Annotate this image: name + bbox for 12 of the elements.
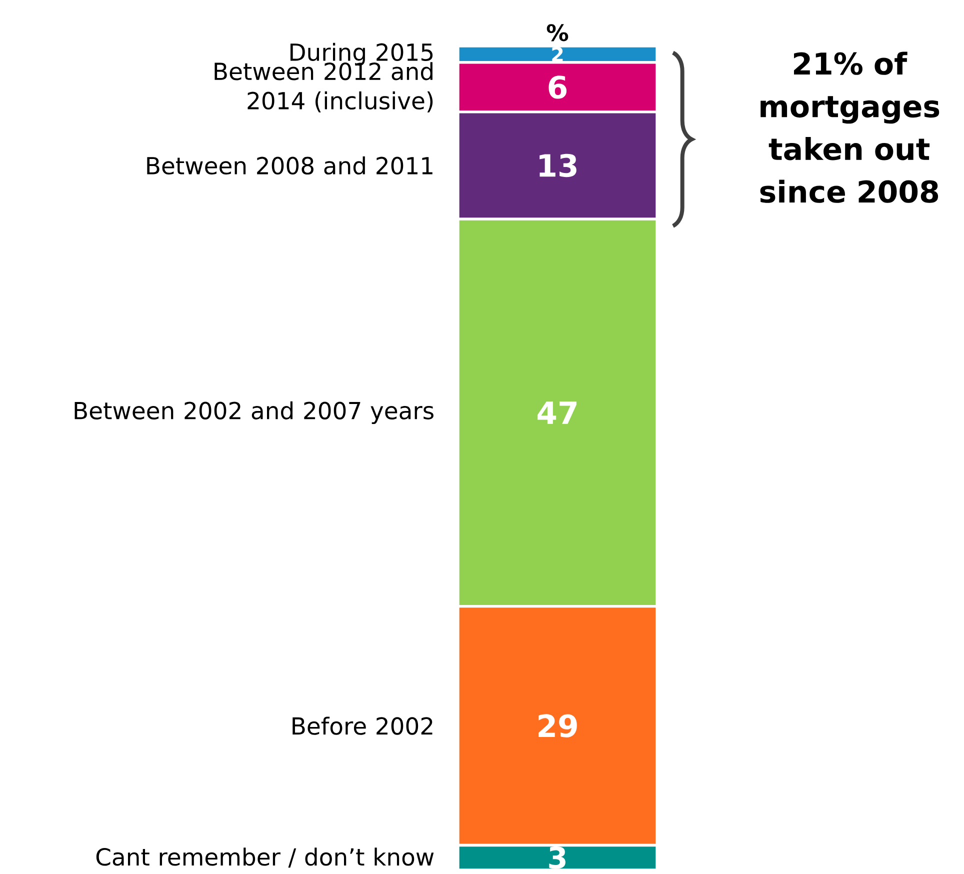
series-label: Cant remember / don’t know xyxy=(96,848,434,868)
series-label: Before 2002 xyxy=(292,716,432,735)
data-label: 6 xyxy=(548,76,567,99)
data-label: 29 xyxy=(538,714,577,738)
text: 21% of mortgages taken out since 2008 xyxy=(760,52,940,203)
data-label: 47 xyxy=(538,401,576,424)
data-label: 3 xyxy=(549,846,566,869)
y-axis-title: % xyxy=(546,24,568,42)
series-label: Between 2002 and 2007 years xyxy=(74,401,434,424)
data-label: 13 xyxy=(540,154,576,178)
data-label: 2 xyxy=(552,46,563,62)
series-label: Between 2008 and 2011 xyxy=(147,156,432,175)
